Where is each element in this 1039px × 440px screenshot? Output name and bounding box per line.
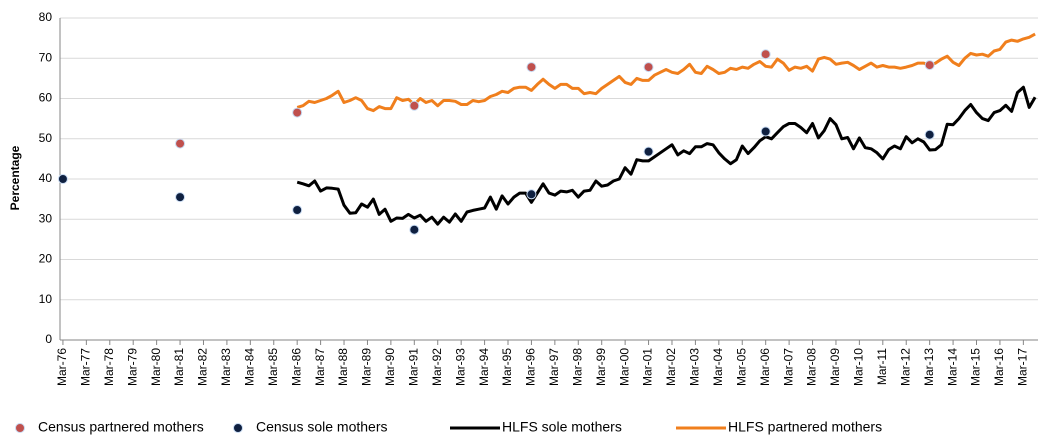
x-tick-label: Mar-88 — [336, 348, 350, 386]
series-point — [526, 62, 537, 73]
x-tick-label: Mar-76 — [55, 348, 69, 386]
x-tick-label: Mar-15 — [969, 348, 983, 386]
x-tick-label: Mar-90 — [383, 348, 397, 386]
x-tick-label: Mar-12 — [898, 348, 912, 386]
x-tick-label: Mar-98 — [570, 348, 584, 386]
x-tick-label: Mar-08 — [805, 348, 819, 386]
x-tick-label: Mar-16 — [992, 348, 1006, 386]
x-tick-label: Mar-02 — [664, 348, 678, 386]
x-tick-label: Mar-03 — [688, 348, 702, 386]
x-tick-label: Mar-00 — [617, 348, 631, 386]
series-point — [292, 204, 303, 215]
x-tick-label: Mar-87 — [313, 348, 327, 386]
x-tick-label: Mar-84 — [243, 348, 257, 386]
x-tick-label: Mar-11 — [875, 348, 889, 385]
x-tick-label: Mar-91 — [406, 348, 420, 386]
x-tick-label: Mar-04 — [711, 348, 725, 386]
x-tick-label: Mar-89 — [360, 348, 374, 386]
series-point — [409, 100, 420, 111]
x-tick-label: Mar-77 — [79, 348, 93, 386]
series-point — [57, 174, 68, 184]
x-tick-label: Mar-81 — [172, 348, 186, 386]
legend-label: HLFS partnered mothers — [728, 419, 882, 435]
x-tick-label: Mar-85 — [266, 348, 280, 386]
x-tick-label: Mar-06 — [758, 348, 772, 386]
legend-marker — [15, 423, 25, 433]
series-point — [760, 49, 771, 60]
x-tick-label: Mar-09 — [828, 348, 842, 386]
y-tick-label: 60 — [39, 91, 53, 105]
x-tick-label: Mar-99 — [594, 348, 608, 386]
x-tick-label: Mar-14 — [945, 348, 959, 386]
series-point — [924, 60, 935, 71]
x-tick-label: Mar-05 — [734, 348, 748, 386]
y-tick-label: 40 — [39, 171, 53, 185]
x-tick-label: Mar-82 — [196, 348, 210, 386]
series-line — [296, 85, 1037, 226]
x-tick-label: Mar-95 — [500, 348, 514, 386]
x-tick-label: Mar-13 — [922, 348, 936, 386]
series-point — [643, 62, 654, 73]
y-tick-label: 50 — [39, 131, 53, 145]
series-point — [526, 189, 537, 200]
y-axis-label: Percentage — [8, 145, 22, 210]
x-tick-label: Mar-17 — [1016, 348, 1030, 386]
series-point — [292, 107, 303, 118]
x-tick-label: Mar-01 — [641, 348, 655, 386]
series-point — [760, 126, 771, 137]
series-point — [409, 224, 420, 235]
legend-label: HLFS sole mothers — [502, 419, 622, 435]
y-tick-label: 80 — [39, 10, 53, 24]
series-point — [175, 192, 186, 203]
x-tick-label: Mar-79 — [125, 348, 139, 386]
x-tick-label: Mar-93 — [453, 348, 467, 386]
legend-marker — [233, 423, 243, 433]
y-tick-label: 70 — [39, 50, 53, 64]
y-tick-label: 20 — [39, 252, 53, 266]
x-tick-label: Mar-96 — [524, 348, 538, 386]
series-point — [643, 146, 654, 157]
legend-label: Census sole mothers — [256, 419, 388, 435]
legend-label: Census partnered mothers — [38, 419, 204, 435]
y-tick-label: 10 — [39, 292, 53, 306]
x-tick-label: Mar-83 — [219, 348, 233, 386]
x-tick-label: Mar-86 — [289, 348, 303, 386]
series-point — [924, 129, 935, 140]
y-tick-label: 0 — [45, 332, 52, 346]
x-tick-label: Mar-97 — [547, 348, 561, 386]
x-tick-label: Mar-07 — [781, 348, 795, 386]
series-line — [296, 32, 1036, 113]
x-tick-label: Mar-80 — [149, 348, 163, 386]
y-tick-label: 30 — [39, 211, 53, 225]
x-tick-label: Mar-10 — [852, 348, 866, 386]
x-tick-label: Mar-92 — [430, 348, 444, 386]
series-point — [175, 138, 186, 149]
x-tick-label: Mar-94 — [477, 348, 491, 386]
x-tick-label: Mar-78 — [102, 348, 116, 386]
